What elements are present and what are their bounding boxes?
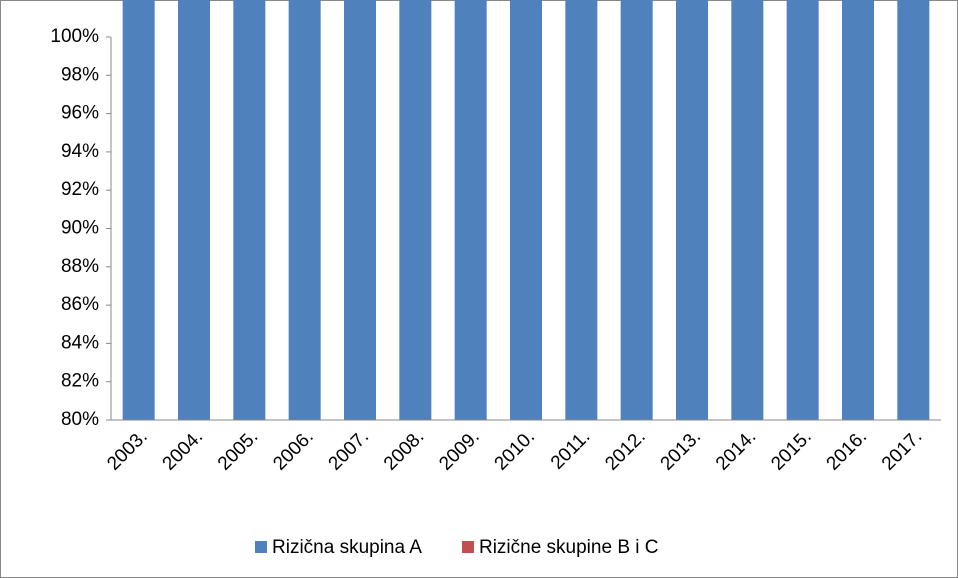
- bar-segment: [510, 0, 542, 420]
- y-tick-label: 100%: [50, 26, 99, 47]
- bar-segment: [288, 0, 321, 420]
- bar-segment: [731, 0, 764, 420]
- y-tick-label: 90%: [61, 218, 99, 239]
- bar-segment: [897, 0, 930, 420]
- y-tick-label: 88%: [61, 256, 99, 277]
- bar-segment: [233, 0, 266, 420]
- bar-segment: [786, 0, 819, 420]
- bar-segment: [565, 0, 598, 420]
- bar-segment: [620, 0, 653, 420]
- bar-segment: [454, 0, 487, 420]
- bar-segment: [842, 0, 874, 420]
- legend-label: Rizične skupine B i C: [479, 537, 659, 558]
- legend-swatch: [255, 541, 267, 553]
- bar-segment: [676, 0, 708, 420]
- y-tick-label: 86%: [61, 294, 99, 315]
- bar-segment: [344, 0, 376, 420]
- legend-swatch: [461, 541, 474, 553]
- bar-segment: [399, 0, 432, 420]
- y-tick-label: 96%: [61, 103, 99, 124]
- y-tick-label: 84%: [61, 332, 99, 353]
- y-tick-label: 82%: [61, 371, 99, 392]
- bar-segment: [178, 0, 210, 420]
- bar-segment: [122, 0, 155, 420]
- y-tick-label: 98%: [61, 64, 99, 85]
- y-tick-label: 92%: [61, 179, 99, 200]
- y-tick-label: 94%: [61, 141, 99, 162]
- y-tick-label: 80%: [61, 409, 99, 430]
- legend-label: Rizična skupina A: [272, 537, 422, 558]
